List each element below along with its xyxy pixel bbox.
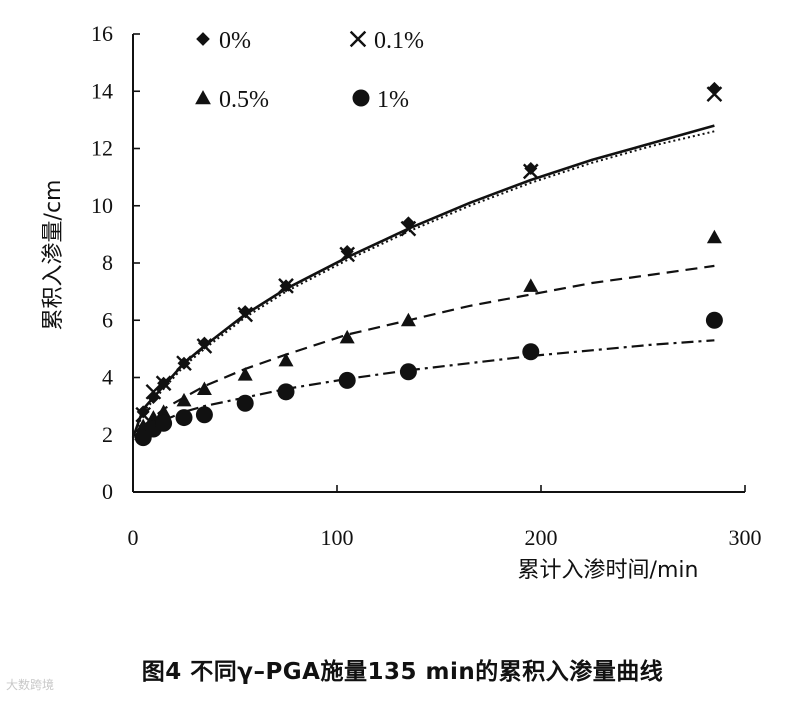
diamond-marker [136, 405, 150, 419]
x-marker [706, 86, 723, 102]
series-diamond [136, 81, 721, 419]
fit-curves [131, 124, 715, 441]
triangle-marker [523, 278, 539, 292]
y-tick-label: 10 [91, 193, 113, 218]
y-tick-label: 0 [102, 479, 113, 504]
x-marker [278, 278, 294, 294]
circle-marker [195, 406, 213, 424]
fit-curve-solid [131, 124, 715, 439]
legend-label: 0% [219, 28, 251, 54]
legend-label: 0.5% [219, 87, 269, 113]
legend-item: 0.5% [195, 87, 269, 113]
diamond-marker [340, 245, 354, 259]
legend: 0% 0.1% 0.5% 1% [195, 28, 424, 113]
triangle-marker [706, 229, 722, 244]
diamond-marker [196, 32, 210, 46]
y-tick-label: 12 [91, 136, 113, 161]
x-tick-label: 300 [729, 525, 762, 550]
axes: 0 2 4 6 8 10 12 14 16 0 100 200 300 累计入渗时间/min 累积入渗量/c… [41, 21, 762, 583]
x-axis-title: 累计入渗时间/min [518, 558, 699, 583]
circle-marker [155, 414, 173, 432]
series-triangle [135, 229, 722, 433]
x-marker [522, 163, 539, 180]
series-circle [134, 311, 723, 447]
x-tick-label: 100 [321, 525, 354, 550]
x-marker [196, 338, 213, 354]
triangle-marker [176, 392, 192, 407]
y-tick-label: 16 [91, 21, 113, 46]
circle-marker [236, 394, 254, 412]
x-tick-label: 200 [525, 525, 558, 550]
circle-marker [352, 89, 370, 107]
triangle-marker [400, 312, 416, 327]
x-marker [349, 30, 367, 48]
y-axis-title: 累积入渗量/cm [41, 180, 66, 331]
triangle-marker [195, 90, 211, 105]
legend-item: 0% [196, 28, 251, 54]
data-markers [134, 81, 723, 447]
diamond-marker [524, 162, 538, 176]
circle-marker [522, 343, 540, 361]
x-tick-label: 0 [128, 525, 139, 550]
figure-caption: 图4 不同γ–PGA施量135 min的累积入渗量曲线 [141, 659, 664, 685]
y-tick-label: 2 [102, 422, 113, 447]
series-x [135, 86, 723, 423]
legend-item: 1% [352, 87, 409, 113]
triangle-marker [237, 367, 253, 381]
legend-label: 0.1% [374, 28, 424, 54]
legend-item: 0.1% [349, 28, 424, 54]
circle-marker [705, 311, 723, 329]
fit-curve-dashed [142, 264, 715, 428]
legend-label: 1% [377, 87, 409, 113]
triangle-marker [156, 404, 172, 418]
y-tick-label: 4 [102, 365, 113, 390]
y-tick-label: 14 [91, 78, 113, 103]
x-marker [176, 355, 192, 372]
x-marker [155, 375, 172, 392]
triangle-marker [339, 329, 355, 344]
circle-marker [175, 409, 193, 427]
triangle-marker [278, 352, 294, 367]
circle-marker [399, 363, 417, 381]
x-marker [135, 406, 152, 423]
infiltration-chart: 0 2 4 6 8 10 12 14 16 0 100 200 300 累计入渗时间/min 累积入渗量/c… [41, 21, 762, 583]
watermark: 大数跨境 [6, 678, 55, 692]
triangle-marker [196, 381, 212, 395]
fit-curve-dotted [132, 130, 715, 441]
diamond-marker [238, 305, 252, 319]
diamond-marker [197, 336, 211, 350]
circle-marker [338, 371, 356, 389]
fit-curve-dash-dot [142, 339, 715, 436]
x-marker [339, 246, 356, 263]
y-tick-label: 8 [102, 250, 113, 275]
circle-marker [277, 383, 295, 401]
y-tick-label: 6 [102, 307, 113, 332]
x-marker [237, 306, 254, 323]
x-marker [400, 220, 417, 237]
